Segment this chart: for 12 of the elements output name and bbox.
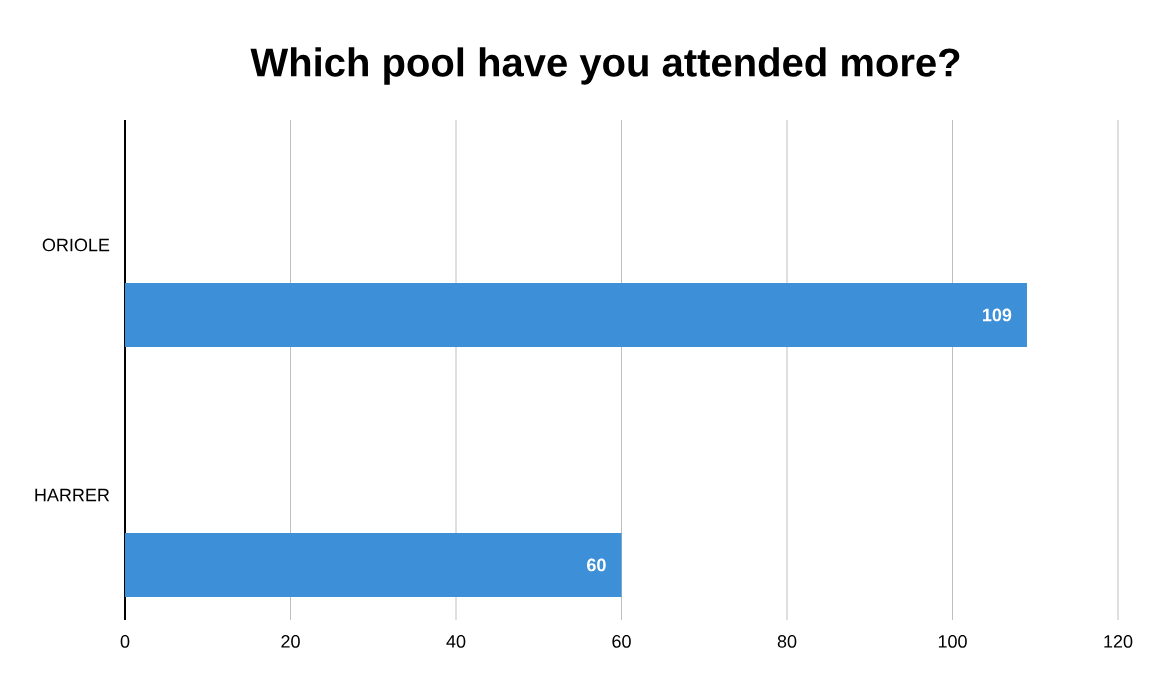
data-label: 60 — [587, 558, 606, 572]
x-tick-label: 80 — [777, 635, 797, 648]
data-label: 109 — [983, 308, 1012, 322]
x-tick-label: 60 — [612, 635, 631, 648]
chart-title: Which pool have you attended more? — [250, 47, 960, 85]
x-tick-label: 40 — [446, 635, 466, 648]
x-tick-label: 100 — [938, 635, 967, 648]
x-tick-label: 120 — [1104, 635, 1133, 648]
y-tick-label: HARRER — [35, 488, 110, 502]
y-tick-label: ORIOLE — [42, 238, 110, 252]
x-tick-label: 20 — [281, 635, 300, 648]
x-tick-label: 0 — [120, 635, 130, 648]
